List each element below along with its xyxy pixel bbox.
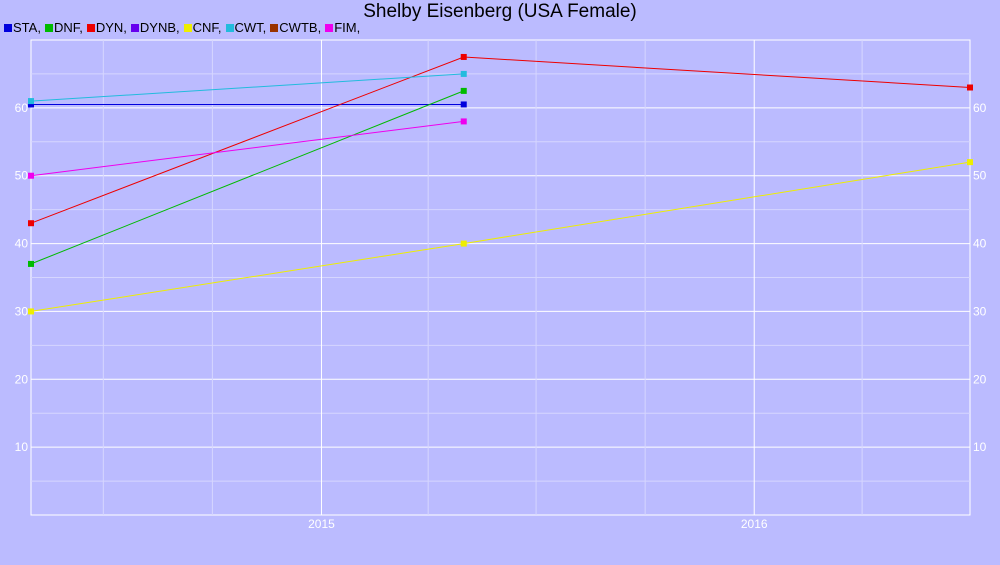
legend-label: CWT, — [234, 20, 267, 35]
legend-item-cwtb: CWTB, — [270, 20, 321, 35]
data-point-sta — [28, 101, 34, 108]
series-line-cnf — [30, 161, 971, 312]
legend-item-sta: STA, — [4, 20, 41, 35]
legend-swatch — [325, 24, 334, 32]
legend-item-dnf: DNF, — [44, 20, 83, 35]
y-tick-label: 20 — [15, 372, 29, 386]
legend: STA, DNF, DYN, DYNB, CNF, CWT, CWTB, FIM, — [4, 20, 364, 35]
y-tick-label-right: 50 — [973, 169, 987, 183]
x-tick-label: 2015 — [308, 517, 335, 531]
legend-item-dyn: DYN, — [86, 20, 127, 35]
legend-label: DYN, — [95, 20, 127, 35]
data-point-fim — [28, 172, 34, 179]
legend-label: DNF, — [53, 20, 83, 35]
legend-swatch — [183, 24, 192, 32]
data-point-dnf — [460, 87, 467, 94]
y-tick-label-right: 20 — [973, 372, 987, 386]
data-point-cnf — [460, 240, 467, 247]
legend-item-cnf: CNF, — [183, 20, 222, 35]
legend-label: CNF, — [192, 20, 222, 35]
y-tick-label-right: 40 — [973, 237, 987, 251]
data-point-sta — [460, 101, 467, 108]
legend-swatch — [270, 24, 279, 32]
data-point-cwt — [28, 98, 34, 105]
legend-swatch — [44, 24, 53, 32]
legend-item-dynb: DYNB, — [130, 20, 180, 35]
data-point-fim — [460, 118, 467, 125]
data-point-dyn — [28, 220, 34, 227]
legend-swatch — [86, 24, 95, 32]
legend-swatch — [4, 24, 12, 32]
y-tick-label-right: 30 — [973, 304, 987, 318]
y-tick-label-right: 10 — [973, 440, 987, 454]
data-point-dyn — [967, 84, 973, 91]
legend-swatch — [225, 24, 234, 32]
data-point-cnf — [967, 159, 973, 166]
legend-item-fim: FIM, — [325, 20, 360, 35]
legend-item-cwt: CWT, — [225, 20, 267, 35]
data-point-dyn — [460, 53, 467, 60]
y-tick-label: 50 — [15, 169, 29, 183]
legend-label: FIM, — [334, 20, 361, 35]
x-tick-label: 2016 — [741, 517, 768, 531]
y-tick-label-right: 60 — [973, 101, 987, 115]
series-line-fim — [30, 120, 464, 177]
chart-title: Shelby Eisenberg (USA Female) — [363, 1, 637, 22]
legend-swatch — [130, 24, 139, 32]
series-line-cwt — [30, 73, 464, 102]
legend-label: CWTB, — [279, 20, 322, 35]
y-tick-label: 60 — [15, 101, 29, 115]
series-line-dnf — [30, 90, 464, 265]
y-tick-label: 40 — [15, 237, 29, 251]
y-tick-label: 10 — [15, 440, 29, 454]
data-point-cwt — [460, 70, 467, 77]
legend-label: DYNB, — [139, 20, 180, 35]
series-line-dyn — [30, 56, 971, 224]
y-tick-label: 30 — [15, 304, 29, 318]
legend-label: STA, — [13, 20, 41, 35]
data-point-dnf — [28, 260, 34, 267]
data-point-cnf — [28, 308, 34, 315]
